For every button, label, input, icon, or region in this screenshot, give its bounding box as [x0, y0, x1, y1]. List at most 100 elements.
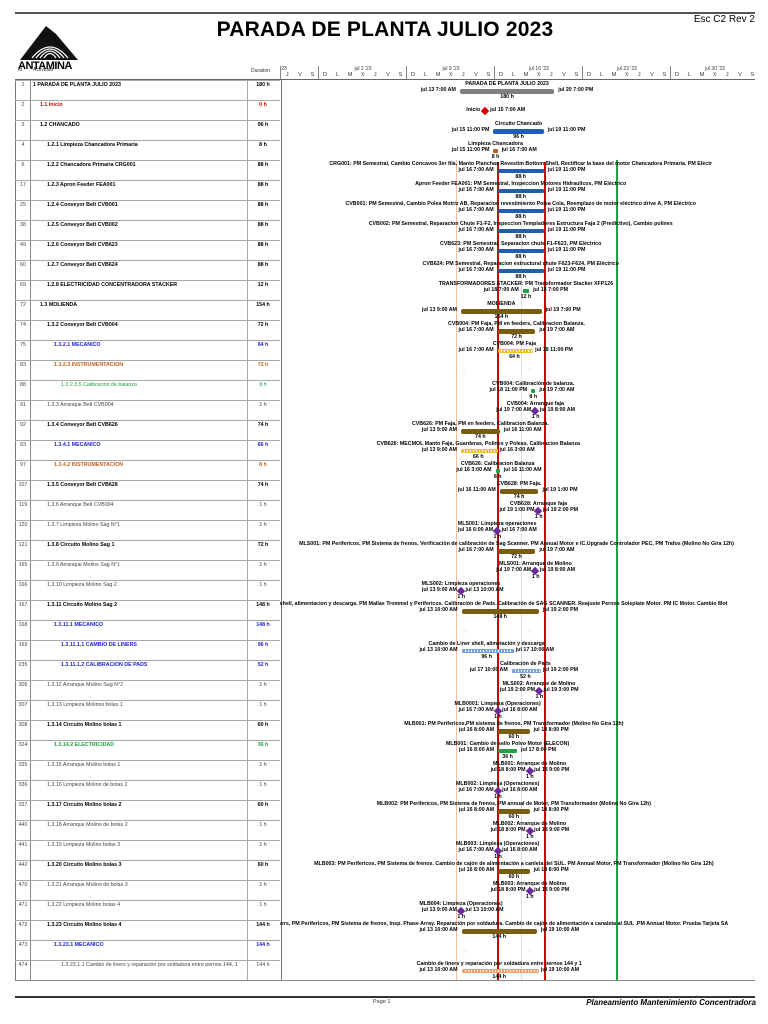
- gantt-bar[interactable]: [495, 469, 500, 473]
- milestone-marker-icon[interactable]: [480, 106, 490, 116]
- table-row[interactable]: 74 1.3.2 Conveyor Belt CVB004 72 h: [15, 320, 280, 340]
- table-row[interactable]: 169 1.3.11.1.1 CAMBIO DE LINERS 96 h: [15, 640, 280, 660]
- bar-duration: 12 h: [520, 294, 532, 300]
- row-duration: 60 h: [257, 802, 269, 808]
- table-row[interactable]: 324 1.3.14.2 ELECTRICIDAD 36 h: [15, 740, 280, 760]
- gantt-bar[interactable]: [460, 449, 498, 453]
- gantt-bar[interactable]: [460, 429, 500, 434]
- table-row[interactable]: 92 1.3.4 Conveyor Belt CVB626 74 h: [15, 420, 280, 440]
- table-row[interactable]: 93 1.3.4.1 MECANICO 66 h: [15, 440, 280, 460]
- table-row[interactable]: 97 1.3.4.2 INSTRUMENTACION 8 h: [15, 460, 280, 480]
- day-label: J: [725, 72, 729, 78]
- gantt-bar[interactable]: [498, 809, 530, 814]
- table-row[interactable]: 1 1 PARADA DE PLANTA JULIO 2023 180 h: [15, 80, 280, 100]
- table-row[interactable]: 4 1.2.1 Limpieza Chancadora Primaria 8 h: [15, 140, 280, 160]
- gantt-bar[interactable]: [461, 969, 539, 973]
- row-activity-name: 1.1 Inicio: [40, 102, 63, 108]
- gantt-bar[interactable]: [497, 209, 544, 213]
- table-row[interactable]: 167 1.3.11 Circuito Molino Sag 2 148 h: [15, 600, 280, 620]
- table-row[interactable]: 335 1.3.15 Arranque Molino bolas 1 1 h: [15, 760, 280, 780]
- bar-end-date: jul 19 11:00 PM: [547, 267, 586, 273]
- table-row[interactable]: 72 1.3 MOLIENDA 154 h: [15, 300, 280, 320]
- bar-end-date: jul 19 11:00 PM: [547, 227, 586, 233]
- gantt-bar[interactable]: [461, 649, 514, 653]
- gantt-bar[interactable]: [498, 729, 530, 734]
- gantt-bar[interactable]: [511, 669, 542, 673]
- bar-end-date: jul 16 7:00 AM: [501, 527, 537, 533]
- timescale-week: jul 16 '23 D L M X J V S: [493, 66, 583, 79]
- row-duration: 88 h: [257, 182, 269, 188]
- table-row[interactable]: 121 1.3.8 Circuito Molino Sag 1 72 h: [15, 540, 280, 560]
- gantt-bar[interactable]: [497, 349, 534, 353]
- table-row[interactable]: 119 1.3.6 Arranque Belt CVB004 1 h: [15, 500, 280, 520]
- table-row[interactable]: 69 1.2.8 ELECTRICIDAD CONCENTRADORA STACK…: [15, 280, 280, 300]
- table-row[interactable]: 308 1.3.14 Circuito Molino bolas 1 60 h: [15, 720, 280, 740]
- header-rule: [15, 12, 755, 14]
- table-row[interactable]: 442 1.3.20 Circuito Molino bolas 3 60 h: [15, 860, 280, 880]
- row-duration: 74 h: [257, 422, 269, 428]
- bar-duration: 8 h: [529, 394, 538, 400]
- table-row[interactable]: 91 1.3.3 Arranque Belt CVB004 1 h: [15, 400, 280, 420]
- gantt-bar[interactable]: [493, 149, 498, 153]
- table-row[interactable]: 83 1.3.2.3 INSTRUMENTACION 72 h: [15, 360, 280, 380]
- table-row[interactable]: 49 1.2.6 Conveyor Belt CVB623 88 h: [15, 240, 280, 260]
- gantt-bar[interactable]: [499, 489, 539, 494]
- table-row[interactable]: 25 1.2.4 Conveyor Belt CVB001 88 h: [15, 200, 280, 220]
- table-row[interactable]: 235 1.3.11.1.2 CALIBRACION DE PADS 52 h: [15, 660, 280, 680]
- table-row[interactable]: 168 1.3.11.1 MECANICO 148 h: [15, 620, 280, 640]
- row-duration: 1 h: [259, 842, 267, 848]
- gantt-bar[interactable]: [498, 869, 530, 874]
- table-row[interactable]: 88 1.3.2.3.5 Calibración de balanza 8 h: [15, 380, 280, 400]
- table-row[interactable]: 307 1.3.13 Limpieza Molinos bolas 1 1 h: [15, 700, 280, 720]
- table-row[interactable]: 107 1.3.5 Conveyor Belt CVB628 74 h: [15, 480, 280, 500]
- table-row[interactable]: 3 1.2 CHANCADO 96 h: [15, 120, 280, 140]
- table-row[interactable]: 2 1.1 Inicio 0 h: [15, 100, 280, 120]
- row-activity-name: 1.3.2 Conveyor Belt CVB004: [47, 322, 118, 328]
- row-duration: 144 h: [256, 922, 270, 928]
- table-row[interactable]: 337 1.3.17 Circuito Molino bolas 2 60 h: [15, 800, 280, 820]
- gantt-bar[interactable]: [460, 309, 542, 314]
- bar-duration: 66 h: [472, 454, 484, 460]
- row-duration: 88 h: [257, 222, 269, 228]
- week-label: 23: [281, 66, 287, 72]
- gantt-bar[interactable]: [497, 549, 536, 554]
- table-row[interactable]: 441 1.3.19 Limpieza Molino bolas 3 1 h: [15, 840, 280, 860]
- gantt-bar[interactable]: [461, 609, 539, 614]
- table-row[interactable]: 470 1.3.21 Arranque Molino de bolas 3 1 h: [15, 880, 280, 900]
- table-row[interactable]: 336 1.3.16 Limpieza Molino de bolas 2 1 h: [15, 780, 280, 800]
- gantt-bar[interactable]: [522, 289, 530, 293]
- gantt-bar[interactable]: [531, 389, 536, 393]
- gantt-bar[interactable]: [498, 749, 517, 753]
- gantt-bar[interactable]: [497, 269, 544, 273]
- table-row[interactable]: 440 1.3.18 Arranque Molino de bolas 2 1 h: [15, 820, 280, 840]
- table-row[interactable]: 474 1.3.23.1.1 Cambio de liners y reparac…: [15, 960, 280, 980]
- divider: [15, 980, 755, 981]
- table-row[interactable]: 38 1.2.5 Conveyor Belt CVB002 88 h: [15, 220, 280, 240]
- table-row[interactable]: 306 1.3.12 Arranque Molino Sag N°2 1 h: [15, 680, 280, 700]
- table-row[interactable]: 472 1.3.23 Circuito Molino bolas 4 144 h: [15, 920, 280, 940]
- bar-duration: 88 h: [515, 274, 526, 280]
- bar-label: CVB001: PM Semestral, Cambio Polea Motri…: [345, 201, 696, 207]
- gantt-bar[interactable]: [493, 129, 544, 134]
- row-activity-name: 1.2.1 Limpieza Chancadora Primaria: [47, 142, 138, 148]
- table-row[interactable]: 6 1.2.2 Chancadora Primaria CRG001 88 h: [15, 160, 280, 180]
- gantt-bar[interactable]: [497, 229, 544, 233]
- table-row[interactable]: 17 1.2.3 Apron Feeder FEA001 88 h: [15, 180, 280, 200]
- gantt-bar[interactable]: [461, 929, 537, 934]
- gantt-bar[interactable]: [459, 89, 555, 94]
- gantt-bar[interactable]: [497, 329, 536, 334]
- table-row[interactable]: 120 1.3.7 Limpieza Molino Sag N°1 1 h: [15, 520, 280, 540]
- gantt-bar[interactable]: [497, 169, 544, 173]
- table-row[interactable]: 471 1.3.22 Limpieza Molino bolas 4 1 h: [15, 900, 280, 920]
- table-row[interactable]: 75 1.3.2.1 MECANICO 64 h: [15, 340, 280, 360]
- day-label: J: [549, 72, 553, 78]
- bar-duration: 64 h: [509, 354, 520, 360]
- gantt-bar[interactable]: [497, 189, 544, 193]
- gantt-bar[interactable]: [497, 249, 544, 253]
- bar-start-date: jul 16 11:00 AM: [457, 487, 496, 493]
- table-row[interactable]: 165 1.3.9 Arranque Molino Sag N°1 1 h: [15, 560, 280, 580]
- bar-start-date: jul 16 7:00 AM: [458, 227, 494, 233]
- table-row[interactable]: 473 1.3.23.1 MECANICO 144 h: [15, 940, 280, 960]
- table-row[interactable]: 60 1.2.7 Conveyor Belt CVB624 88 h: [15, 260, 280, 280]
- table-row[interactable]: 166 1.3.10 Limpieza Molino Sag 2 1 h: [15, 580, 280, 600]
